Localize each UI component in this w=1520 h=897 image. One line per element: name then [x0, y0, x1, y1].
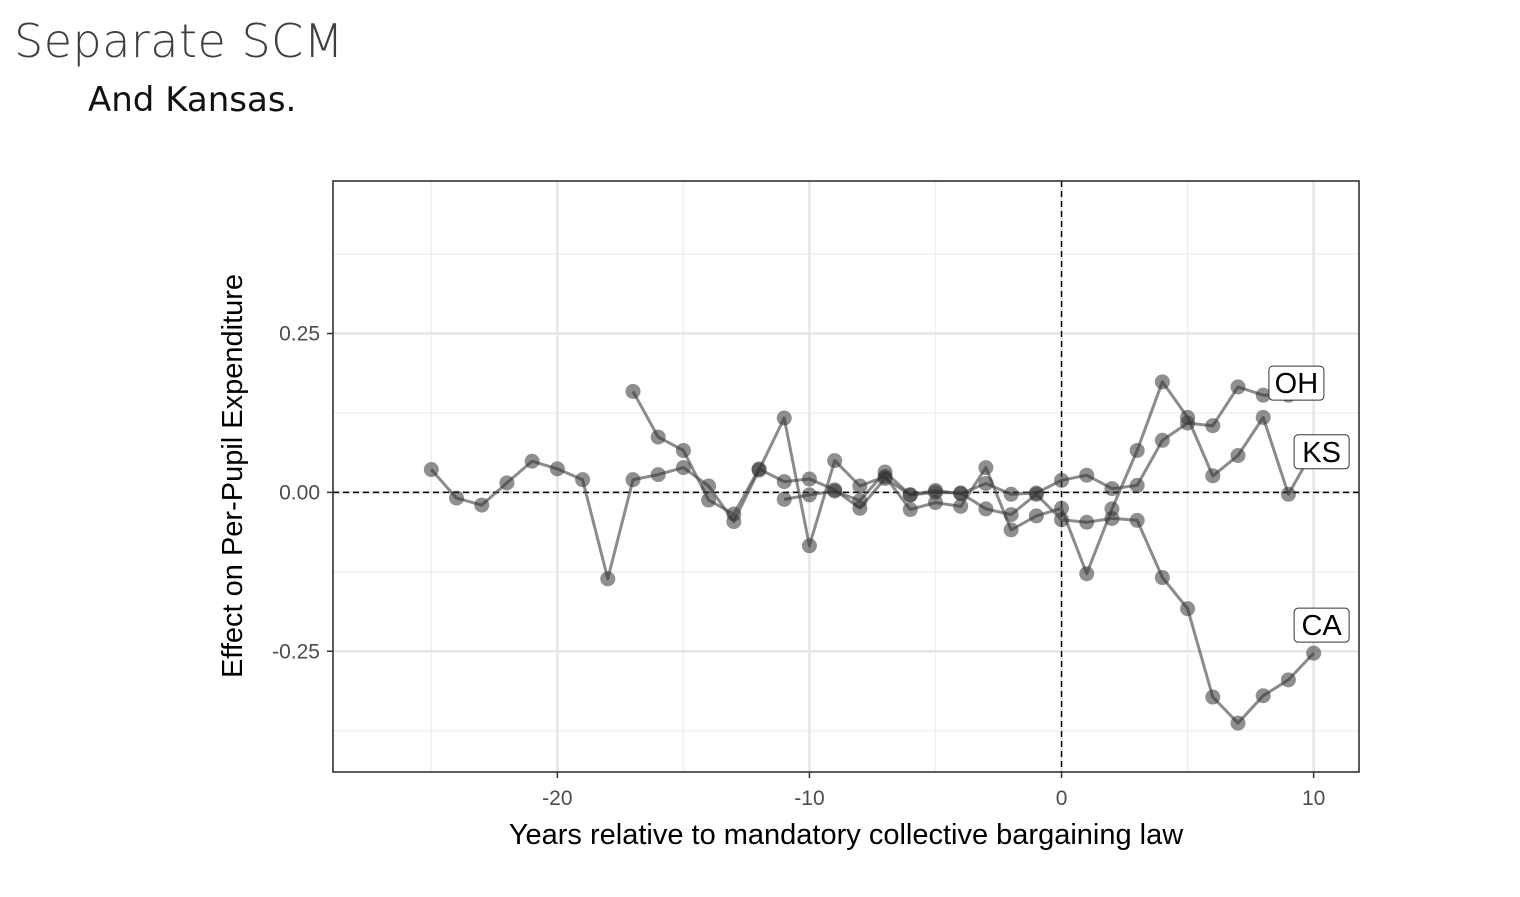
data-point-oh — [1104, 481, 1120, 497]
data-point-ks — [801, 538, 817, 554]
data-point-ca — [1280, 672, 1296, 688]
data-point-oh — [978, 475, 994, 491]
data-point-ca — [1255, 688, 1271, 704]
data-point-ca — [1230, 715, 1246, 731]
data-point-ks — [852, 478, 868, 494]
series-label-text: KS — [1302, 437, 1341, 469]
data-point-ks — [1180, 409, 1196, 425]
data-point-ks — [625, 472, 641, 488]
series-label-box — [1293, 434, 1350, 470]
data-point-ca — [1129, 512, 1145, 528]
data-point-oh — [675, 442, 691, 458]
data-point-ca — [801, 487, 817, 503]
data-point-ks — [650, 467, 666, 483]
data-point-ks — [776, 410, 792, 426]
data-point-ks — [549, 461, 565, 477]
data-point-ks — [1079, 566, 1095, 582]
data-point-ks — [1255, 409, 1271, 425]
data-point-ca — [1079, 514, 1095, 530]
series-label-ks: KS — [1293, 434, 1350, 470]
data-point-oh — [1154, 432, 1170, 448]
x-axis-title: Years relative to mandatory collective b… — [509, 819, 1184, 851]
data-point-oh — [1079, 467, 1095, 483]
data-point-ks — [1230, 448, 1246, 464]
data-point-ks — [726, 514, 742, 530]
data-point-ca — [1306, 645, 1322, 661]
series-line-ca — [783, 470, 1315, 725]
data-point-ks — [1129, 442, 1145, 458]
series-label-text: CA — [1301, 610, 1342, 642]
data-point-ks — [499, 475, 515, 491]
data-point-ks — [423, 462, 439, 478]
data-point-ca — [1154, 570, 1170, 586]
data-point-ks — [524, 453, 540, 469]
data-point-oh — [1255, 387, 1271, 403]
data-point-ks — [1205, 468, 1221, 484]
y-tick-label: 0.25 — [279, 323, 320, 346]
data-point-ks — [474, 497, 490, 513]
data-point-oh — [1230, 379, 1246, 395]
series-label-text: OH — [1275, 368, 1319, 400]
data-point-oh — [776, 474, 792, 490]
data-point-ca — [1104, 510, 1120, 526]
y-tick-label: 0.00 — [279, 481, 320, 504]
data-point-ca — [902, 487, 918, 503]
data-point-ca — [852, 493, 868, 509]
data-point-ca — [877, 464, 893, 480]
data-point-oh — [801, 471, 817, 487]
data-point-ca — [1180, 601, 1196, 617]
x-axis: -20 -10 0 10 — [542, 772, 1325, 810]
data-point-oh — [1129, 477, 1145, 493]
data-point-ks — [575, 472, 591, 488]
x-tick-label: -20 — [542, 787, 572, 810]
series-label-box — [1268, 365, 1325, 401]
data-point-ks — [978, 460, 994, 476]
data-point-ks — [600, 571, 616, 587]
data-point-ca — [1028, 486, 1044, 502]
data-point-ca — [827, 483, 843, 499]
data-point-ks — [953, 498, 969, 514]
plot-panel-border — [332, 180, 1360, 773]
data-point-ks — [675, 460, 691, 476]
data-point-ca — [776, 491, 792, 507]
plot-panel-background — [333, 181, 1359, 772]
data-point-ca — [1205, 689, 1221, 705]
data-point-ca — [1003, 507, 1019, 523]
data-point-ks — [1280, 486, 1296, 502]
data-point-ca — [1054, 512, 1070, 528]
data-point-ks — [827, 453, 843, 469]
data-point-ks — [1154, 374, 1170, 390]
data-point-ks — [1028, 508, 1044, 524]
slide-title: Separate SCM — [14, 14, 344, 68]
data-point-ks — [751, 462, 767, 478]
data-point-ks — [902, 502, 918, 518]
data-point-oh — [650, 429, 666, 445]
x-tick-label: 0 — [1056, 787, 1068, 810]
data-point-ca — [978, 501, 994, 517]
x-tick-label: 10 — [1302, 787, 1325, 810]
data-point-oh — [1205, 418, 1221, 434]
data-point-ks — [1003, 522, 1019, 538]
data-point-ks — [449, 490, 465, 506]
series-label-ca: CA — [1293, 607, 1350, 643]
series-label-oh: OH — [1268, 365, 1325, 401]
data-point-oh — [701, 492, 717, 508]
x-tick-label: -10 — [794, 787, 824, 810]
data-point-oh — [625, 383, 641, 399]
y-tick-label: -0.25 — [272, 640, 320, 663]
data-point-ca — [953, 485, 969, 501]
series-points — [423, 374, 1322, 731]
data-point-ks — [1054, 500, 1070, 516]
data-point-oh — [1003, 486, 1019, 502]
data-point-ca — [927, 484, 943, 500]
slide-subtitle: And Kansas. — [88, 80, 297, 120]
data-point-ks — [701, 478, 717, 494]
series-label-box — [1293, 607, 1350, 643]
data-point-oh — [1054, 472, 1070, 488]
series-labels: OH KS CA — [1268, 365, 1350, 643]
y-axis: -0.25 0.00 0.25 — [272, 323, 333, 663]
y-axis-title: Effect on Per-Pupil Expenditure — [217, 274, 249, 678]
